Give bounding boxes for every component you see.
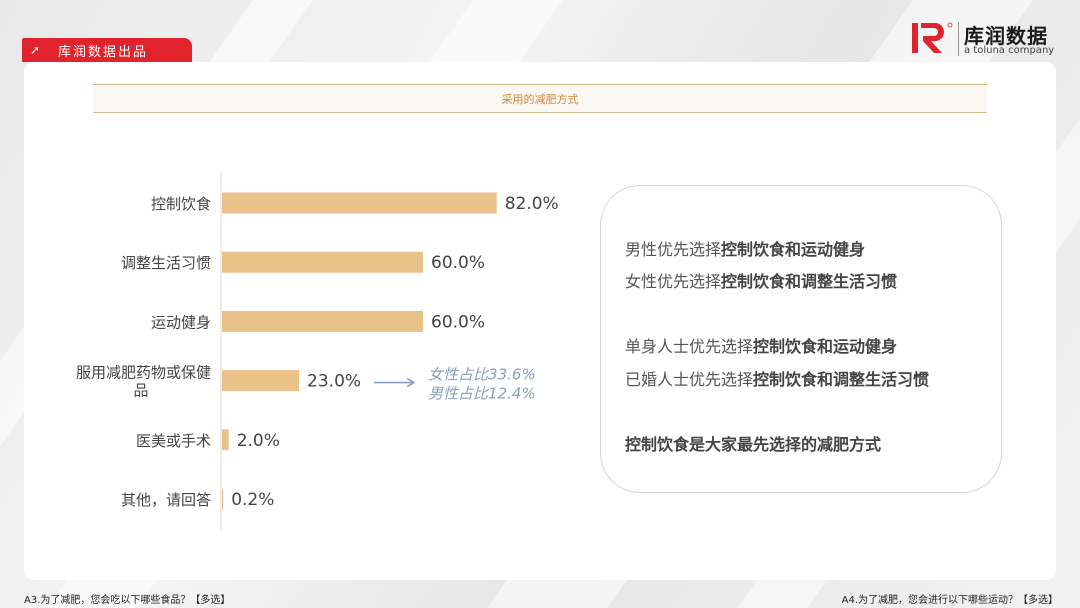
summary-line: 已婚人士优先选择控制饮食和调整生活习惯: [625, 366, 929, 390]
summary-bold: 控制饮食和运动健身: [721, 240, 866, 259]
category-label: 运动健身: [151, 313, 211, 331]
bar-value-label: 0.2%: [231, 490, 274, 510]
footer-question-right: A4.为了减肥，您会进行以下哪些运动？【多选】: [841, 595, 1058, 606]
category-label: 医美或手术: [136, 432, 211, 450]
bar-value-label: 23.0%: [307, 372, 361, 392]
category-label: 其他，请回答: [121, 491, 211, 509]
summary-plain: 已婚人士优先选择: [625, 370, 754, 389]
company-logo: 库润数据 a toluna company: [910, 20, 1060, 58]
summary-plain: 男性优先选择: [625, 240, 722, 259]
chart-title-bar: 采用的减肥方式: [93, 84, 987, 113]
arrow-up-right-icon: ➚: [29, 43, 41, 57]
annotation-text: 女性占比33.6%: [428, 366, 536, 384]
footer-question-left: A3.为了减肥，您会吃以下哪些食品？【多选】: [24, 595, 231, 606]
annotation-arrowhead-icon: [406, 377, 415, 388]
bar: [222, 488, 224, 510]
bar: [222, 429, 229, 451]
summary-line: 控制饮食是大家最先选择的减肥方式: [625, 431, 881, 455]
bars-group: 82.0% 控制饮食 60.0% 调整生活习惯 60.0% 运动健身 23.0% 服用减肥药物…: [76, 192, 559, 510]
summary-bold: 控制饮食和运动健身: [753, 337, 898, 356]
bar: [222, 192, 497, 214]
logo-name: 库润数据: [964, 24, 1048, 48]
logo-divider: [958, 22, 959, 56]
category-label: 调整生活习惯: [121, 254, 211, 272]
summary-bold: 控制饮食和调整生活习惯: [721, 272, 898, 291]
summary-line: 单身人士优先选择控制饮食和运动健身: [625, 333, 897, 357]
bar-value-label: 2.0%: [237, 431, 280, 451]
bar: [222, 310, 423, 332]
category-label: 服用减肥药物或保健: [76, 364, 211, 382]
summary-line: 女性优先选择控制饮食和调整生活习惯: [625, 268, 897, 292]
bar: [222, 370, 300, 392]
chart-title: 采用的减肥方式: [501, 92, 579, 106]
summary-plain: 单身人士优先选择: [625, 337, 754, 356]
kr-logo-icon: [912, 22, 953, 53]
summary-box: 男性优先选择控制饮食和运动健身 女性优先选择控制饮食和调整生活习惯 单身人士优先…: [600, 185, 1002, 493]
summary-line: 男性优先选择控制饮食和运动健身: [625, 236, 865, 260]
source-tag: ➚ 库润数据出品: [22, 38, 192, 62]
summary-bold: 控制饮食是大家最先选择的减肥方式: [625, 435, 882, 454]
category-label: 品: [133, 382, 148, 400]
bar-value-label: 60.0%: [431, 312, 485, 332]
summary-plain: 女性优先选择: [625, 272, 722, 291]
bar-value-label: 82.0%: [505, 194, 559, 214]
bar: [222, 251, 423, 273]
source-tag-label: 库润数据出品: [58, 44, 149, 60]
summary-bold: 控制饮食和调整生活习惯: [753, 370, 930, 389]
bar-value-label: 60.0%: [431, 253, 485, 273]
category-label: 控制饮食: [151, 195, 211, 213]
logo-subtitle: a toluna company: [964, 45, 1055, 56]
annotation-text: 男性占比12.4%: [428, 385, 536, 403]
